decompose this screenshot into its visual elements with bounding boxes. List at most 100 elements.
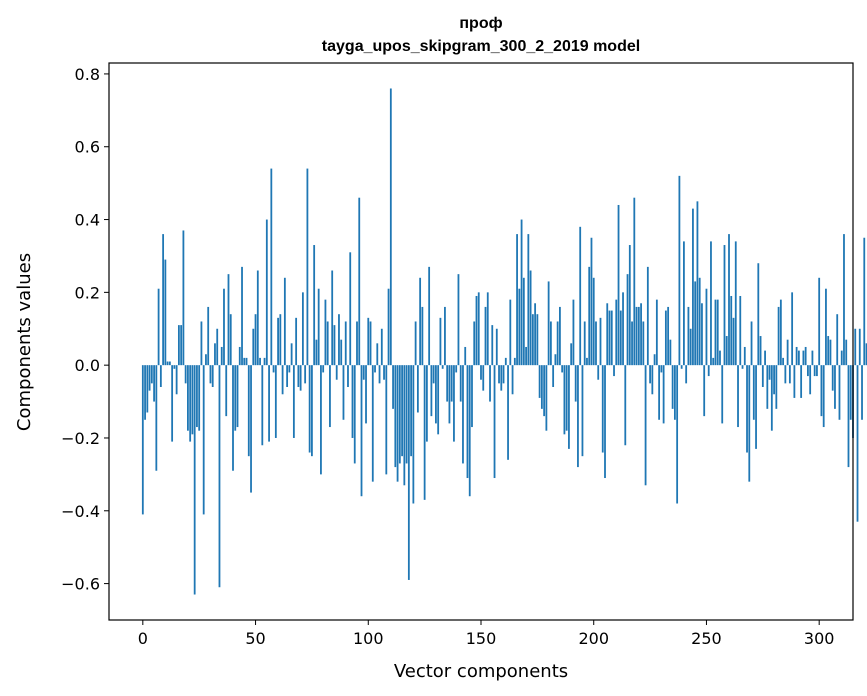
bar — [737, 365, 739, 428]
bar — [831, 365, 834, 391]
bar — [441, 365, 444, 369]
bar — [779, 299, 782, 366]
bar — [755, 365, 757, 449]
bar — [579, 226, 582, 366]
bar — [703, 365, 706, 417]
bar — [331, 270, 334, 366]
bar — [606, 303, 609, 366]
bar — [322, 365, 325, 373]
bar — [277, 317, 279, 366]
y-tick-label: 0.0 — [75, 356, 100, 375]
bar — [761, 365, 764, 387]
y-tick-label: 0.4 — [75, 211, 100, 230]
bar — [218, 365, 221, 588]
bar — [827, 336, 830, 366]
bar — [829, 339, 832, 366]
bar — [353, 365, 356, 464]
bar — [694, 281, 697, 366]
bar — [840, 350, 843, 366]
bar — [712, 357, 715, 366]
bar — [333, 325, 336, 366]
bar — [793, 365, 796, 398]
bar — [241, 266, 243, 366]
bar — [543, 365, 546, 417]
bar — [581, 365, 584, 457]
y-axis-label: Components values — [14, 253, 35, 431]
bar — [568, 365, 570, 449]
bar — [809, 365, 812, 395]
bar — [421, 306, 424, 366]
bar — [757, 263, 760, 366]
bar — [687, 306, 690, 366]
bar — [216, 328, 219, 366]
bar — [189, 365, 192, 442]
bar — [148, 365, 151, 391]
bar — [511, 365, 514, 395]
bar — [304, 365, 307, 384]
bar-series — [141, 88, 867, 595]
bar — [146, 365, 149, 413]
bar — [836, 314, 839, 366]
bar — [608, 310, 611, 366]
bar — [784, 365, 787, 384]
y-tick-label: 0.8 — [75, 65, 100, 84]
bar — [398, 365, 401, 464]
bar — [572, 299, 575, 366]
bar — [807, 365, 809, 377]
bar — [588, 266, 591, 366]
x-tick-label: 150 — [466, 629, 497, 648]
bar — [707, 365, 710, 377]
bar — [308, 365, 311, 453]
bar — [592, 277, 595, 366]
bar — [538, 365, 541, 398]
bar — [775, 365, 778, 409]
bar — [631, 321, 633, 366]
bar — [482, 365, 485, 391]
x-tick-label: 50 — [245, 629, 265, 648]
bar — [721, 365, 724, 424]
bar — [766, 365, 769, 409]
bar — [324, 299, 327, 366]
bar — [184, 365, 187, 384]
bar — [786, 339, 789, 366]
bar — [153, 365, 155, 402]
bar — [768, 365, 771, 380]
bar — [865, 343, 867, 366]
bar — [272, 365, 275, 373]
bar — [207, 306, 210, 366]
bar — [340, 339, 343, 366]
bar — [477, 292, 480, 366]
bar — [635, 306, 638, 366]
bar — [664, 310, 667, 366]
bar — [595, 321, 597, 366]
x-axis-ticks: 0 50 100 150 200 250 300 — [138, 620, 834, 648]
bar — [730, 295, 733, 366]
bar — [705, 288, 708, 366]
bar — [678, 175, 681, 366]
bar — [838, 365, 841, 420]
bar — [818, 277, 821, 366]
bar — [486, 292, 489, 366]
bar — [464, 346, 467, 366]
bar — [295, 317, 298, 366]
bar — [764, 350, 766, 366]
bar — [205, 354, 207, 366]
bar — [243, 357, 246, 366]
y-tick-label: −0.2 — [61, 429, 100, 448]
bar — [223, 288, 225, 366]
bar — [347, 365, 349, 387]
bar — [633, 197, 636, 366]
bar — [791, 292, 794, 366]
bar — [196, 365, 198, 428]
bar — [261, 365, 264, 446]
bar — [227, 274, 230, 366]
bar — [676, 365, 679, 504]
bar — [356, 321, 358, 366]
bar — [531, 314, 534, 366]
bar — [157, 288, 160, 366]
bar — [716, 299, 719, 366]
bar — [171, 365, 174, 442]
bar — [849, 365, 852, 420]
bar — [723, 245, 726, 366]
bar — [577, 365, 579, 468]
